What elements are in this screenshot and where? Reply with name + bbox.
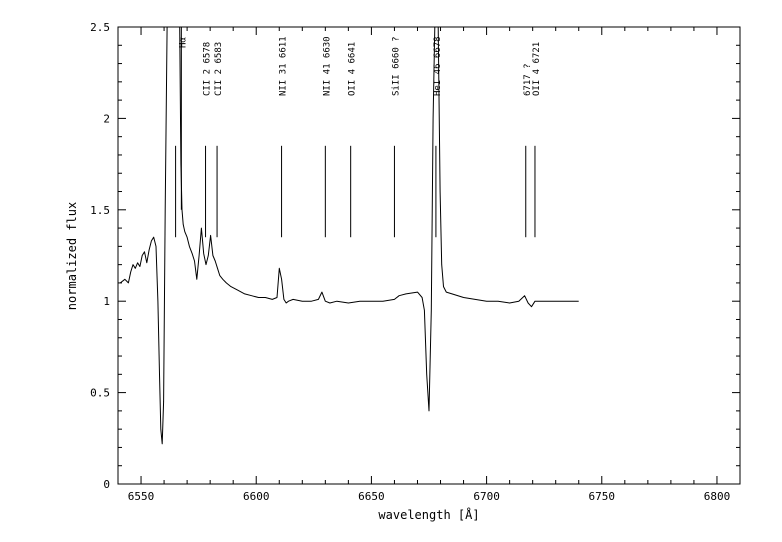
y-tick-label: 0 — [103, 478, 110, 491]
axis-tick-labels: 6550 6600 6650 6700 6750 6800 0 0.5 1 1.5 2 2.5 — [90, 21, 730, 503]
plot-frame — [117, 26, 741, 485]
x-tick-label: 6650 — [358, 490, 385, 503]
axis-ticks — [117, 26, 741, 485]
x-tick-label: 6600 — [243, 490, 270, 503]
line-id-label: 6717 ? — [523, 63, 533, 96]
y-tick-label: 2 — [103, 112, 110, 125]
x-axis-title: wavelength [Å] — [378, 507, 479, 522]
y-tick-label: 0.5 — [90, 387, 110, 400]
y-tick-label: 1 — [103, 295, 110, 308]
x-tick-label: 6800 — [704, 490, 731, 503]
x-tick-label: 6550 — [128, 490, 155, 503]
x-tick-label: 6750 — [589, 490, 616, 503]
line-id-label: CII 2 6578 — [203, 42, 213, 96]
line-id-label: NII 31 6611 — [279, 36, 289, 96]
line-id-label: CII 2 6583 — [214, 42, 224, 96]
line-identifications: Hα CII 2 6578 CII 2 6583 NII 31 6611 NII 41 … — [175, 27, 542, 238]
line-id-label: OII 4 6641 — [348, 42, 358, 96]
line-id-label: NII 41 6630 — [322, 36, 332, 96]
y-tick-label: 1.5 — [90, 204, 110, 217]
line-id-label: OII 4 6721 — [532, 42, 542, 96]
line-id-label: SiII 6660 ? — [391, 36, 401, 96]
y-axis-title: normalized flux — [65, 202, 79, 310]
series-group — [119, 26, 579, 445]
x-tick-label: 6700 — [473, 490, 500, 503]
y-tick-label: 2.5 — [90, 21, 110, 34]
line-id-label: HeI 46 6678 — [433, 36, 443, 96]
spectrum-line — [119, 26, 579, 445]
line-id-label: Hα — [178, 37, 188, 48]
